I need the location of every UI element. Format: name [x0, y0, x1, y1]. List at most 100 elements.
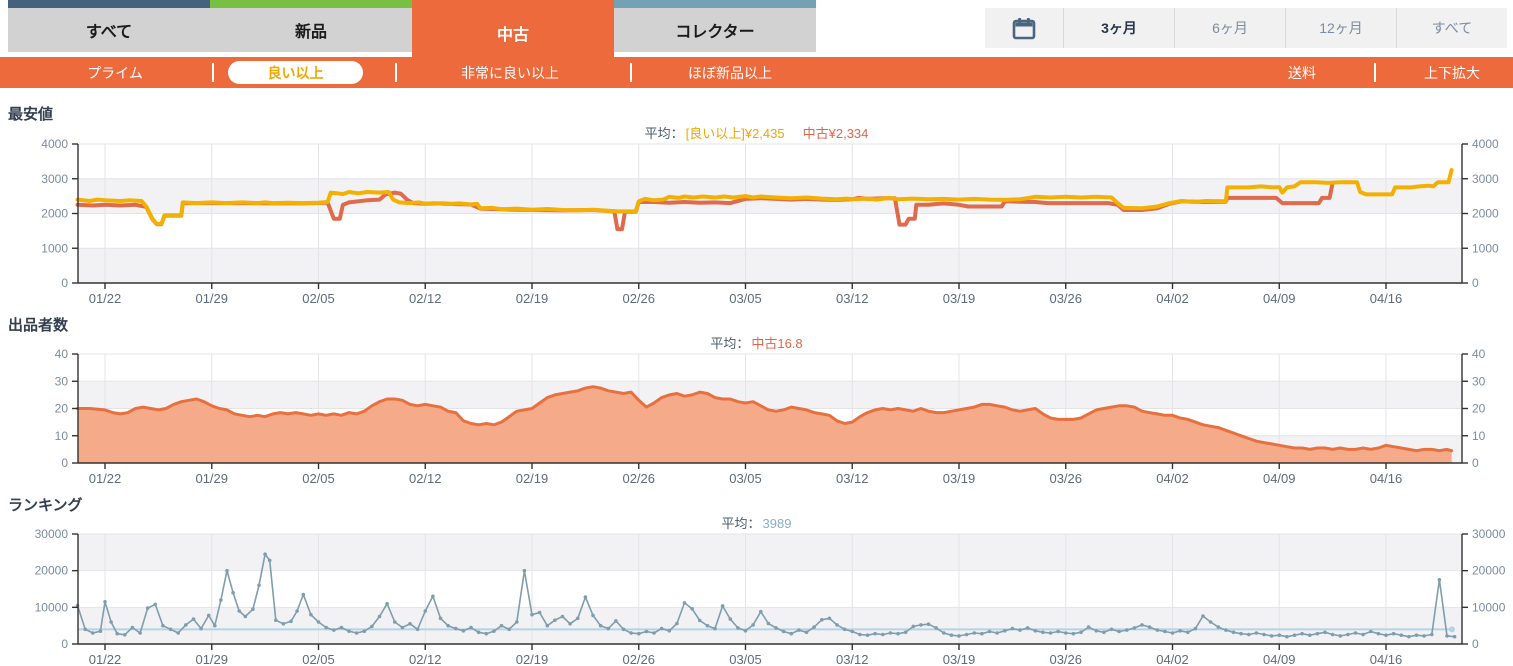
- range-3months-button[interactable]: 3ヶ月: [1063, 8, 1174, 48]
- svg-text:03/05: 03/05: [729, 471, 762, 486]
- price-chart-average: 平均： [良い以上]¥2,435 中古¥2,334: [0, 123, 1513, 142]
- price-chart[interactable]: 0 0 1000 1000 2000 2000 3000 3000 4000 4000 01/22 0…: [0, 138, 1513, 310]
- svg-text:04/16: 04/16: [1370, 291, 1403, 306]
- svg-text:03/05: 03/05: [729, 291, 762, 306]
- ranking-chart[interactable]: 0 0 10000 10000 20000 20000 30000 30000 01/22 01/…: [0, 528, 1513, 666]
- svg-text:01/22: 01/22: [89, 652, 122, 666]
- svg-text:02/26: 02/26: [622, 291, 655, 306]
- svg-text:2000: 2000: [1472, 207, 1499, 221]
- filter-likenew-or-better[interactable]: ほぼ新品以上: [688, 64, 772, 81]
- condition-tabs: すべて 新品 中古 コレクター: [8, 0, 816, 57]
- ranking-chart-average: 平均： 3989: [0, 513, 1513, 532]
- svg-text:04/16: 04/16: [1370, 652, 1403, 666]
- divider: [212, 63, 214, 82]
- svg-text:01/22: 01/22: [89, 291, 122, 306]
- range-all-button[interactable]: すべて: [1396, 8, 1507, 48]
- avg-ranking-value: 3989: [762, 516, 792, 531]
- sellers-chart-title: 出品者数: [8, 317, 69, 334]
- svg-text:03/26: 03/26: [1049, 652, 1082, 666]
- tab-used-label: 中古: [412, 8, 614, 57]
- ranking-chart-title: ランキング: [8, 497, 83, 514]
- range-12months-button[interactable]: 12ヶ月: [1285, 8, 1396, 48]
- avg-good-value: [良い以上]¥2,435: [685, 126, 785, 141]
- svg-text:10: 10: [55, 429, 69, 443]
- svg-text:02/26: 02/26: [622, 471, 655, 486]
- svg-text:10: 10: [1472, 429, 1486, 443]
- tab-collector-strip: [614, 0, 816, 8]
- filter-verygood-or-better[interactable]: 非常に良い以上: [461, 64, 559, 81]
- sellers-chart[interactable]: 0 0 10 10 20 20 30 30 40 40 01/22 01/29 02/05 02/12 02…: [0, 348, 1513, 496]
- divider: [630, 63, 632, 82]
- svg-text:10000: 10000: [1472, 600, 1506, 614]
- svg-text:3000: 3000: [1472, 172, 1499, 186]
- avg-prefix: 平均：: [644, 126, 684, 141]
- shipping-toggle[interactable]: 送料: [1288, 64, 1316, 81]
- svg-text:20: 20: [1472, 402, 1486, 416]
- calendar-icon: [985, 8, 1063, 48]
- filter-prime[interactable]: プライム: [87, 64, 143, 81]
- svg-text:4000: 4000: [41, 138, 68, 151]
- svg-text:3000: 3000: [41, 172, 68, 186]
- svg-text:30: 30: [1472, 374, 1486, 388]
- svg-text:0: 0: [61, 637, 68, 651]
- expand-vertical-toggle[interactable]: 上下拡大: [1424, 64, 1480, 81]
- filter-good-or-better-selected[interactable]: 良い以上: [228, 61, 363, 84]
- svg-text:04/02: 04/02: [1156, 471, 1189, 486]
- divider: [395, 63, 397, 82]
- svg-text:02/19: 02/19: [516, 291, 549, 306]
- svg-text:03/19: 03/19: [943, 652, 976, 666]
- svg-text:04/09: 04/09: [1263, 652, 1296, 666]
- tab-new[interactable]: 新品: [210, 0, 412, 52]
- svg-text:1000: 1000: [41, 241, 68, 255]
- svg-text:10000: 10000: [35, 600, 69, 614]
- svg-text:03/12: 03/12: [836, 291, 869, 306]
- avg-prefix: 平均：: [710, 336, 750, 351]
- svg-text:04/09: 04/09: [1263, 291, 1296, 306]
- svg-text:03/12: 03/12: [836, 471, 869, 486]
- tab-new-strip: [210, 0, 412, 8]
- tab-used-strip: [412, 0, 614, 8]
- condition-filter-bar: プライム 良い以上 非常に良い以上 ほぼ新品以上 送料 上下拡大: [0, 57, 1513, 88]
- svg-text:40: 40: [1472, 348, 1486, 361]
- svg-text:04/02: 04/02: [1156, 291, 1189, 306]
- avg-used-value: 中古¥2,334: [802, 126, 869, 141]
- svg-text:04/09: 04/09: [1263, 471, 1296, 486]
- sellers-chart-average: 平均： 中古16.8: [0, 333, 1513, 352]
- svg-text:20000: 20000: [1472, 564, 1506, 578]
- svg-text:0: 0: [1472, 637, 1479, 651]
- svg-text:02/26: 02/26: [622, 652, 655, 666]
- date-range-bar: 3ヶ月 6ヶ月 12ヶ月 すべて: [985, 8, 1507, 48]
- range-6months-button[interactable]: 6ヶ月: [1174, 8, 1285, 48]
- svg-text:02/05: 02/05: [302, 291, 335, 306]
- svg-text:01/29: 01/29: [195, 652, 228, 666]
- tab-collector[interactable]: コレクター: [614, 0, 816, 52]
- svg-text:30000: 30000: [35, 528, 69, 541]
- svg-text:03/19: 03/19: [943, 291, 976, 306]
- tab-new-label: 新品: [210, 8, 412, 52]
- svg-text:02/12: 02/12: [409, 652, 442, 666]
- svg-text:0: 0: [61, 456, 68, 470]
- svg-text:03/26: 03/26: [1049, 291, 1082, 306]
- svg-text:30: 30: [55, 374, 69, 388]
- svg-text:01/29: 01/29: [195, 291, 228, 306]
- svg-text:03/12: 03/12: [836, 652, 869, 666]
- tab-all[interactable]: すべて: [8, 0, 210, 52]
- svg-text:03/05: 03/05: [729, 652, 762, 666]
- svg-text:40: 40: [55, 348, 69, 361]
- tab-collector-label: コレクター: [614, 8, 816, 52]
- svg-text:01/29: 01/29: [195, 471, 228, 486]
- svg-text:02/12: 02/12: [409, 471, 442, 486]
- svg-text:02/05: 02/05: [302, 471, 335, 486]
- svg-text:02/19: 02/19: [516, 652, 549, 666]
- svg-text:20000: 20000: [35, 564, 69, 578]
- tab-all-strip: [8, 0, 210, 8]
- price-chart-title: 最安値: [8, 106, 54, 123]
- svg-text:03/26: 03/26: [1049, 471, 1082, 486]
- svg-text:01/22: 01/22: [89, 471, 122, 486]
- tab-used[interactable]: 中古: [412, 0, 614, 57]
- avg-prefix: 平均：: [721, 516, 761, 531]
- svg-text:04/16: 04/16: [1370, 471, 1403, 486]
- svg-text:1000: 1000: [1472, 241, 1499, 255]
- divider: [1374, 63, 1376, 82]
- svg-text:4000: 4000: [1472, 138, 1499, 151]
